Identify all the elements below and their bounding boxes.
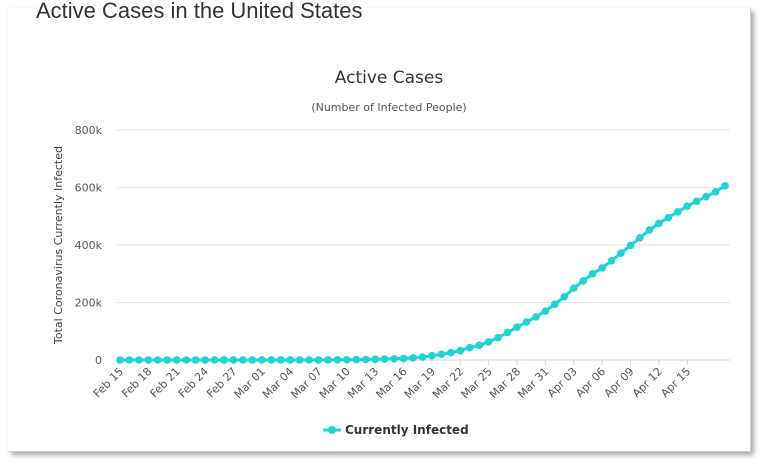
data-point[interactable] xyxy=(437,350,446,359)
data-point[interactable] xyxy=(305,356,313,364)
data-point[interactable] xyxy=(409,354,417,362)
x-tick-label: Feb 15 xyxy=(91,365,126,400)
data-point[interactable] xyxy=(201,356,209,364)
data-point[interactable] xyxy=(116,356,124,364)
data-point[interactable] xyxy=(551,300,559,309)
y-tick-label: 800k xyxy=(75,124,103,137)
y-axis-title: Total Coronavirus Currently Infected xyxy=(52,146,65,345)
data-point[interactable] xyxy=(532,313,540,321)
data-point[interactable] xyxy=(352,355,361,364)
data-point[interactable] xyxy=(248,356,257,364)
data-point[interactable] xyxy=(135,356,143,364)
data-point[interactable] xyxy=(428,351,436,360)
x-tick-label: Feb 21 xyxy=(147,365,182,400)
data-point[interactable] xyxy=(560,292,569,301)
data-point[interactable] xyxy=(579,277,588,285)
data-point[interactable] xyxy=(522,318,531,326)
data-point[interactable] xyxy=(456,346,465,355)
data-point[interactable] xyxy=(172,356,181,364)
page-title: Active Cases in the United States xyxy=(36,0,367,24)
data-point[interactable] xyxy=(418,353,427,361)
data-point[interactable] xyxy=(683,202,691,210)
data-point[interactable] xyxy=(295,356,304,364)
data-point[interactable] xyxy=(617,249,625,257)
data-point[interactable] xyxy=(343,355,351,364)
chart-card xyxy=(8,8,751,452)
data-point[interactable] xyxy=(125,356,134,364)
data-point[interactable] xyxy=(220,356,228,364)
y-tick-label: 400k xyxy=(75,239,103,252)
data-point[interactable] xyxy=(239,356,247,364)
data-point[interactable] xyxy=(210,356,219,364)
data-point[interactable] xyxy=(333,356,342,364)
data-point[interactable] xyxy=(361,355,370,364)
data-point[interactable] xyxy=(673,208,682,216)
data-point[interactable] xyxy=(267,356,276,364)
x-tick-label: Apr 09 xyxy=(602,365,637,400)
data-point[interactable] xyxy=(494,333,502,342)
data-point[interactable] xyxy=(447,348,455,357)
x-tick-label: Mar 31 xyxy=(515,365,551,401)
data-point[interactable] xyxy=(721,181,729,190)
x-tick-label: Apr 15 xyxy=(658,365,693,400)
legend-marker xyxy=(328,426,336,434)
data-point[interactable] xyxy=(645,226,654,234)
data-point[interactable] xyxy=(229,356,238,364)
data-point[interactable] xyxy=(399,354,408,363)
data-point[interactable] xyxy=(513,323,521,332)
chart-legend[interactable]: Currently Infected xyxy=(323,423,469,437)
data-point[interactable] xyxy=(182,356,190,364)
data-point[interactable] xyxy=(465,343,474,352)
data-point[interactable] xyxy=(711,188,720,196)
data-point[interactable] xyxy=(636,234,644,242)
x-tick-label: Feb 18 xyxy=(119,365,154,400)
x-tick-label: Apr 06 xyxy=(573,365,608,400)
chart-title: Active Cases xyxy=(335,68,444,88)
data-point[interactable] xyxy=(191,356,200,364)
x-tick-label: Feb 24 xyxy=(176,365,211,400)
data-point[interactable] xyxy=(569,284,578,292)
data-point[interactable] xyxy=(276,356,285,364)
data-point[interactable] xyxy=(390,354,398,363)
data-point[interactable] xyxy=(324,356,332,364)
data-point[interactable] xyxy=(475,341,484,350)
y-tick-label: 0 xyxy=(95,354,102,367)
data-point[interactable] xyxy=(154,356,162,364)
data-point[interactable] xyxy=(484,338,493,346)
chart-subtitle: (Number of Infected People) xyxy=(311,101,466,114)
data-point[interactable] xyxy=(503,328,512,337)
data-point[interactable] xyxy=(144,356,153,364)
data-point[interactable] xyxy=(655,219,663,228)
data-point[interactable] xyxy=(257,356,266,364)
data-point[interactable] xyxy=(692,197,701,206)
legend-item-currently-infected[interactable]: Currently Infected xyxy=(345,423,469,437)
data-point[interactable] xyxy=(286,356,294,364)
data-point[interactable] xyxy=(607,257,616,265)
data-point[interactable] xyxy=(598,264,606,272)
y-tick-label: 200k xyxy=(75,297,103,310)
data-point[interactable] xyxy=(380,355,389,363)
series-line-currently-infected xyxy=(120,184,726,362)
data-point[interactable] xyxy=(371,355,380,364)
data-point[interactable] xyxy=(541,307,550,315)
x-tick-label: Apr 03 xyxy=(545,365,580,400)
data-point[interactable] xyxy=(314,356,323,364)
data-point[interactable] xyxy=(163,356,172,364)
data-point[interactable] xyxy=(626,241,635,250)
data-point[interactable] xyxy=(702,192,710,201)
data-point[interactable] xyxy=(664,213,673,222)
data-point[interactable] xyxy=(588,269,597,278)
x-tick-label: Apr 12 xyxy=(630,365,665,400)
y-tick-label: 600k xyxy=(75,182,103,195)
